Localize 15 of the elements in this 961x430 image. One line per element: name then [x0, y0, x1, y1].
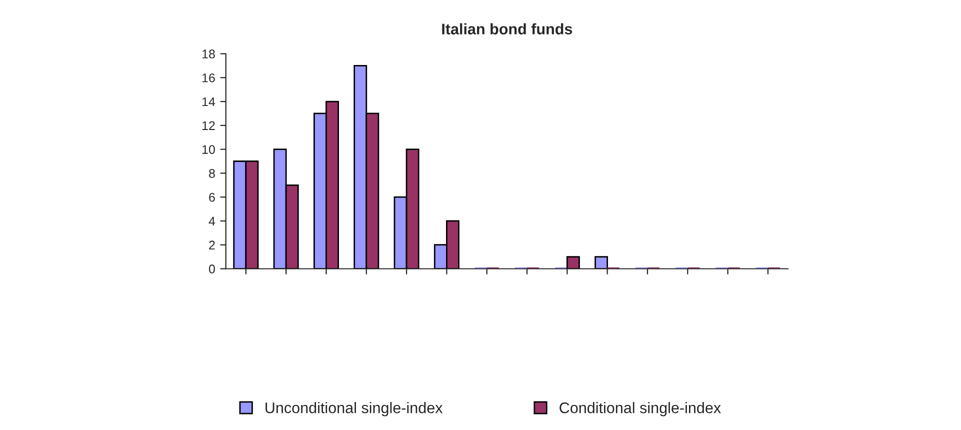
bar	[594, 256, 608, 269]
bar	[566, 256, 580, 269]
y-tick-label: 8	[209, 168, 215, 178]
y-tick-label: 10	[202, 145, 215, 154]
chart-title: Italian bond funds	[442, 23, 572, 34]
legend-label: Conditional single-index	[560, 402, 721, 416]
legend-label: Unconditional single-index	[266, 402, 443, 416]
y-tick-label: 18	[202, 50, 215, 58]
y-tick-label: 4	[208, 216, 216, 226]
y-tick-label: 16	[202, 73, 215, 82]
y-tick-label: 0	[208, 264, 215, 274]
y-tick-label: 12	[202, 121, 215, 130]
y-tick-label: 2	[209, 240, 215, 250]
y-tick-label: 6	[209, 192, 215, 202]
y-tick-label: 14	[202, 97, 216, 106]
